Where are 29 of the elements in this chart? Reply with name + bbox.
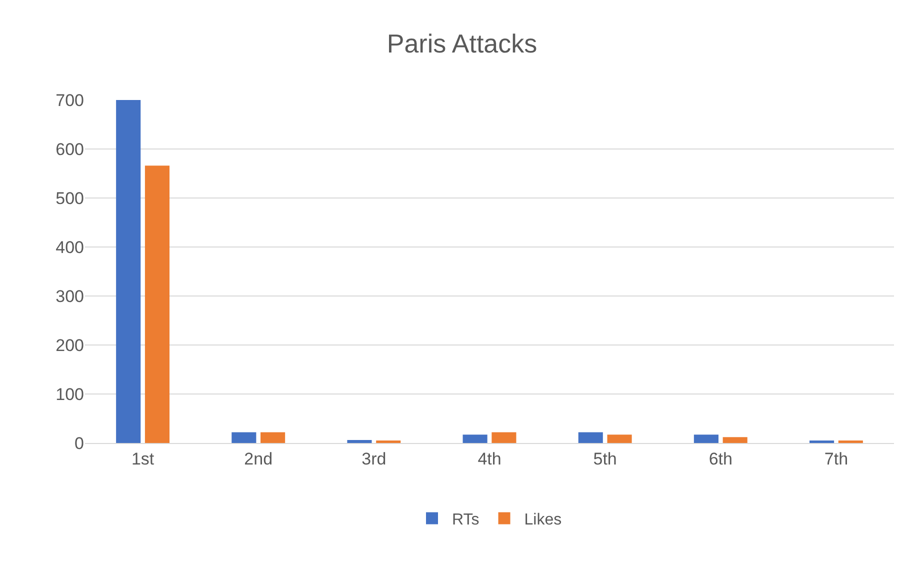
x-tick-label: 4th bbox=[478, 449, 502, 468]
y-tick-label: 200 bbox=[56, 336, 84, 355]
y-tick-label: 600 bbox=[56, 140, 84, 159]
x-tick-label: 7th bbox=[824, 449, 848, 468]
legend-label: Likes bbox=[524, 511, 562, 528]
bar bbox=[722, 437, 748, 443]
bar bbox=[492, 432, 516, 443]
bar bbox=[232, 432, 256, 443]
legend-label: RTs bbox=[452, 511, 480, 528]
y-tick-label: 500 bbox=[56, 188, 84, 208]
x-tick-label: 6th bbox=[708, 449, 732, 468]
bar bbox=[607, 434, 632, 443]
x-tick-label: 5th bbox=[593, 449, 617, 468]
bar bbox=[462, 434, 488, 443]
x-tick-label: 1st bbox=[131, 449, 154, 468]
y-tick-label: 700 bbox=[56, 90, 84, 110]
chart-title: Paris Attacks bbox=[386, 28, 538, 58]
bar bbox=[144, 166, 170, 443]
bar bbox=[347, 440, 372, 443]
bar bbox=[578, 432, 603, 443]
y-tick-label: 0 bbox=[74, 434, 84, 453]
y-tick-label: 400 bbox=[56, 238, 84, 257]
x-tick-label: 2nd bbox=[244, 449, 273, 468]
bar bbox=[694, 434, 718, 443]
bar bbox=[260, 432, 286, 443]
y-tick-label: 100 bbox=[56, 384, 84, 404]
bar bbox=[116, 100, 141, 443]
y-tick-label: 300 bbox=[56, 286, 84, 306]
x-tick-label: 3rd bbox=[362, 449, 386, 468]
